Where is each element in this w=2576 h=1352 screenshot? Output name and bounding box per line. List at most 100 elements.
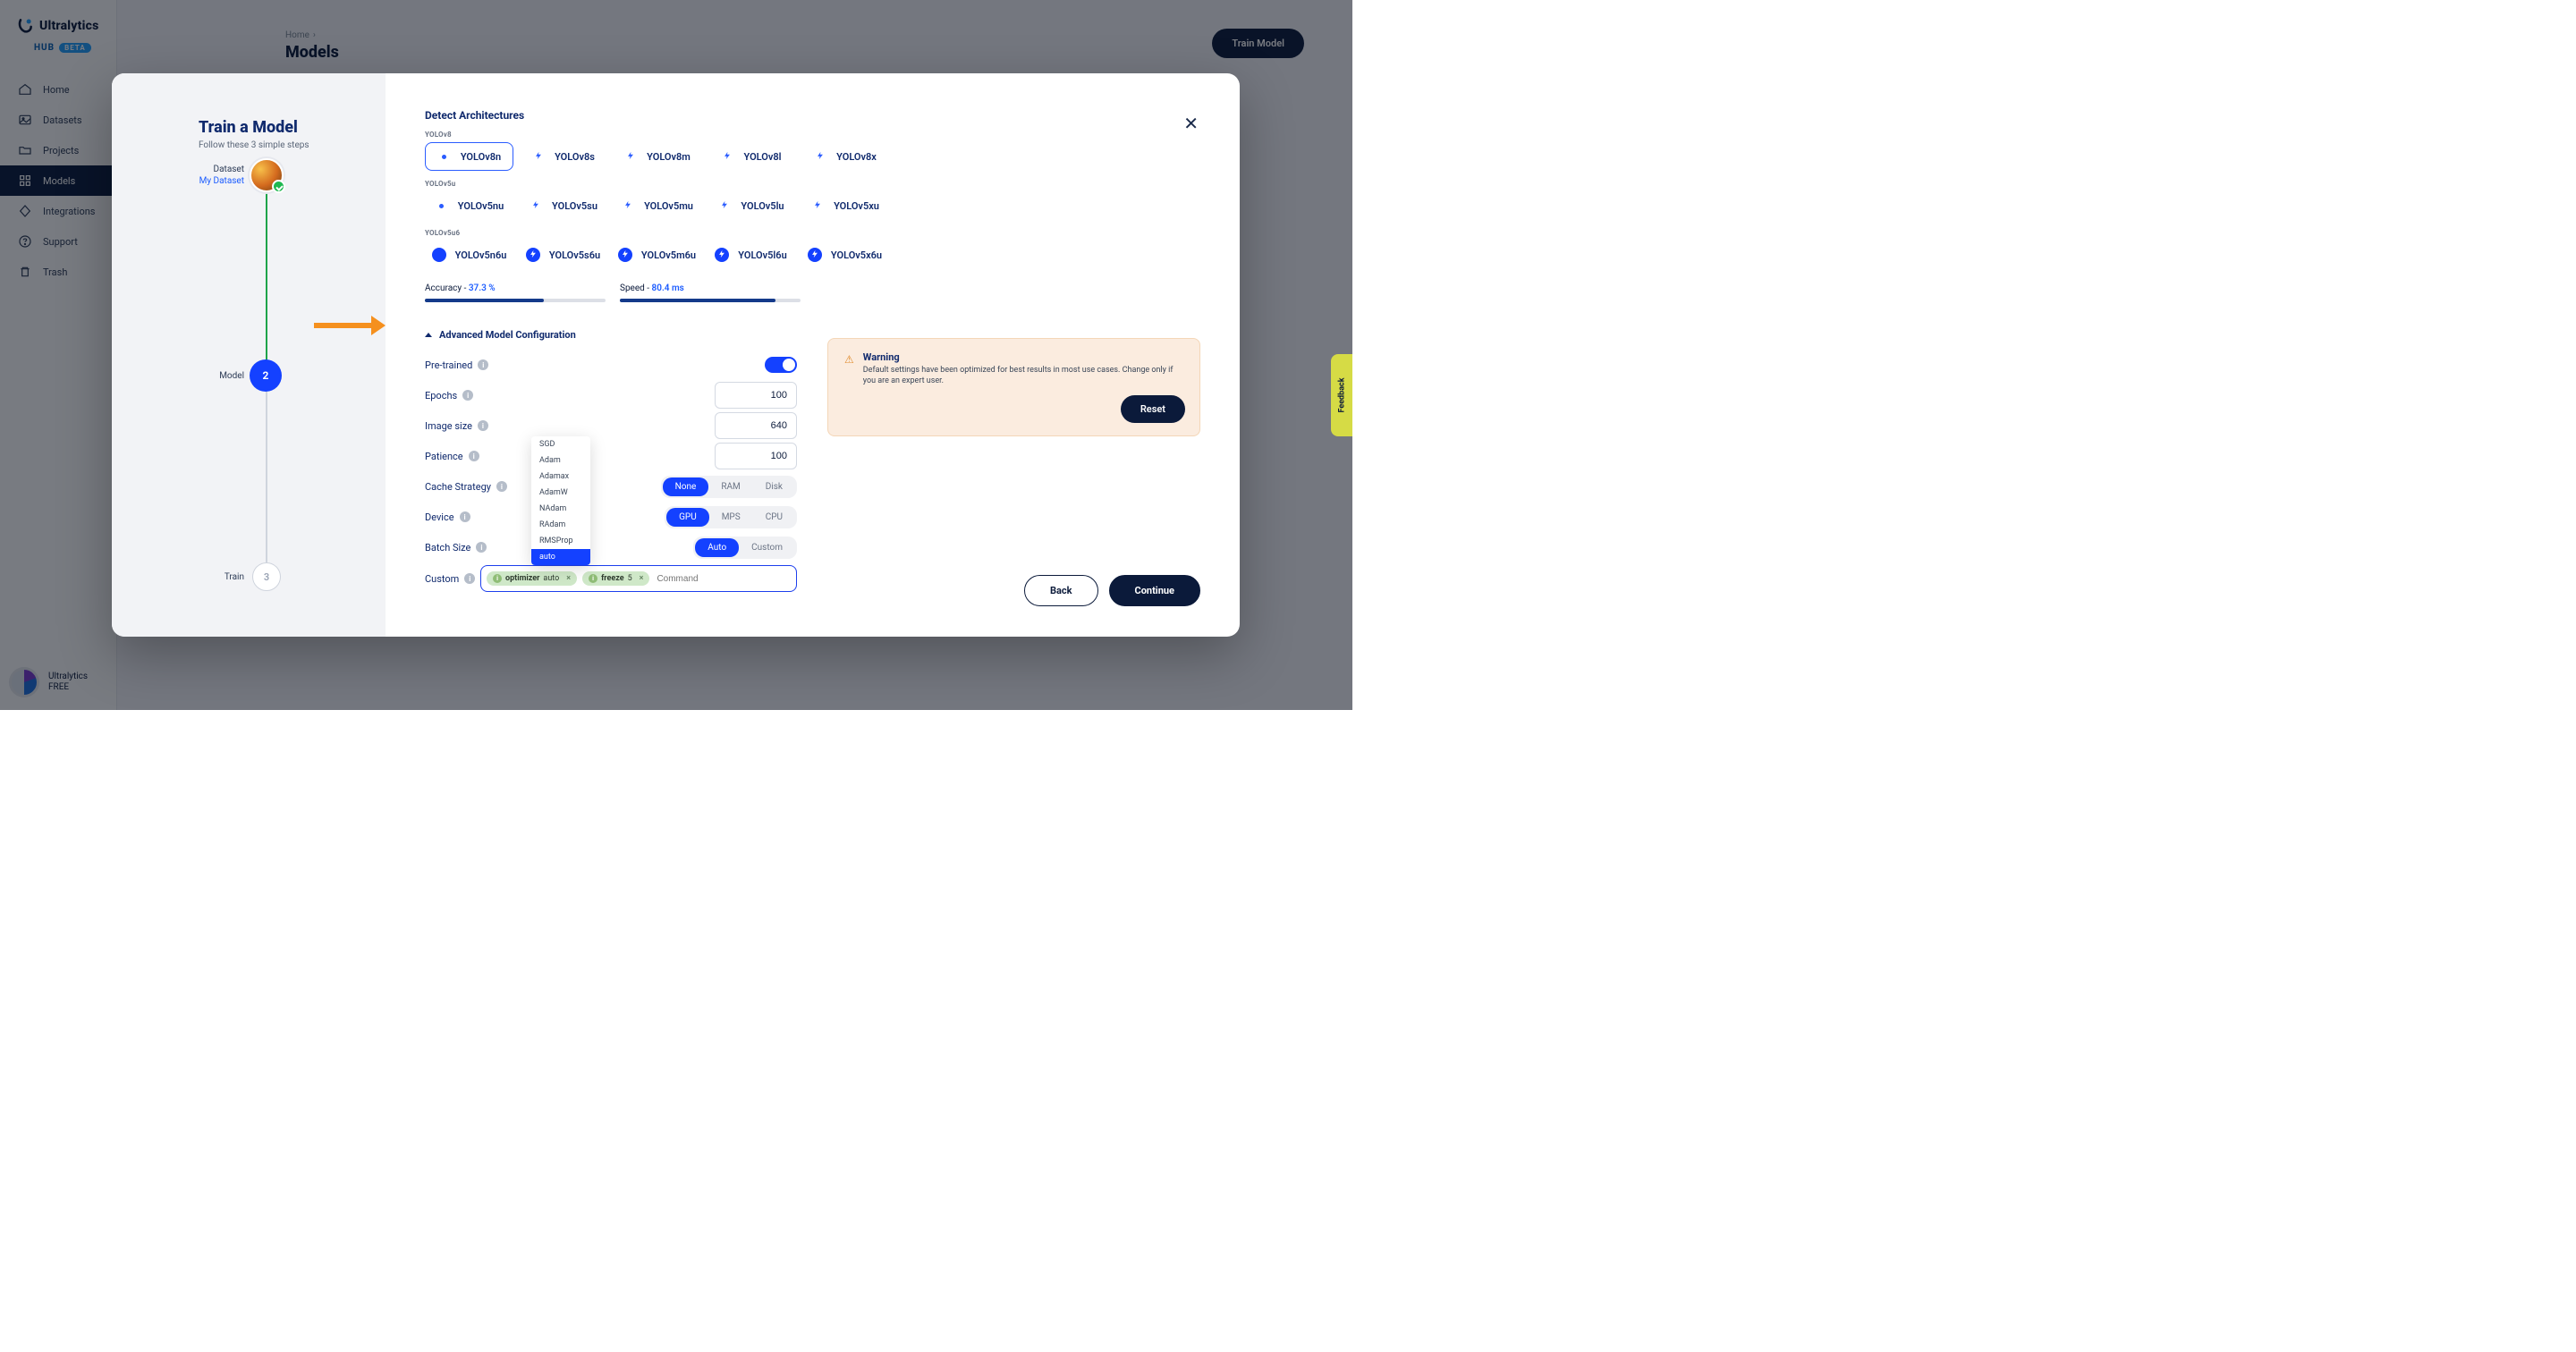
seg-batch-custom[interactable]: Custom [739, 538, 795, 557]
arch-label: YOLOv8l [743, 151, 781, 163]
step-1-label: Dataset [214, 165, 244, 174]
step-2-badge: 2 [250, 359, 282, 392]
arch-yolov5lu[interactable]: YOLOv5lu [707, 191, 795, 220]
seg-device-cpu[interactable]: CPU [753, 508, 795, 527]
optimizer-option-nadam[interactable]: NAdam [531, 501, 590, 517]
speed-label: Speed - [620, 283, 652, 293]
train-modal: Train a Model Follow these 3 simple step… [112, 73, 1240, 637]
row-custom: Customi SGDAdamAdamaxAdamWNAdamRAdamRMSP… [425, 562, 797, 595]
imagesize-input[interactable] [715, 412, 797, 439]
custom-command-input[interactable] [655, 573, 791, 585]
warning-text: Default settings have been optimized for… [863, 365, 1185, 386]
arch-yolov5nu[interactable]: YOLOv5nu [425, 191, 513, 220]
reset-button[interactable]: Reset [1121, 395, 1185, 423]
arch-yolov8m[interactable]: YOLOv8m [613, 142, 701, 171]
model-size-icon [813, 149, 827, 164]
optimizer-option-adamw[interactable]: AdamW [531, 485, 590, 501]
row-pretrained: Pre-trainedi [425, 350, 797, 380]
info-icon[interactable]: i [460, 511, 470, 522]
seg-cache-none[interactable]: None [663, 477, 709, 496]
arch-yolov5xu[interactable]: YOLOv5xu [801, 191, 889, 220]
back-button[interactable]: Back [1024, 575, 1098, 606]
row-batch: Batch Sizei AutoCustom [425, 532, 797, 562]
info-icon[interactable]: i [464, 573, 475, 584]
seg-batch-auto[interactable]: Auto [695, 538, 739, 557]
patience-label: Patience [425, 451, 463, 462]
remove-tag-icon[interactable]: × [636, 574, 644, 583]
accuracy-track [425, 299, 606, 302]
custom-command-box[interactable]: SGDAdamAdamaxAdamWNAdamRAdamRMSPropauto … [480, 565, 797, 592]
optimizer-option-sgd[interactable]: SGD [531, 436, 590, 452]
seg-device-mps[interactable]: MPS [709, 508, 753, 527]
seg-device-gpu[interactable]: GPU [666, 508, 709, 527]
tag-freeze[interactable]: ifreeze 5× [582, 571, 649, 586]
arch-yolov8s[interactable]: YOLOv8s [519, 142, 607, 171]
seg-cache-ram[interactable]: RAM [708, 477, 752, 496]
arch-yolov5su[interactable]: YOLOv5su [519, 191, 607, 220]
arch-row: YOLOv5nu YOLOv5su YOLOv5muYOLOv5lu YOLOv5xu [425, 191, 1200, 220]
modal-title: Train a Model [112, 73, 386, 137]
speed-value: 80.4 ms [652, 283, 684, 293]
arch-section-label: Detect Architectures [425, 109, 1200, 122]
remove-tag-icon[interactable]: × [563, 574, 571, 583]
step-2[interactable]: Model 2 [198, 359, 282, 392]
arch-yolov8n[interactable]: YOLOv8n [425, 142, 513, 171]
optimizer-option-adam[interactable]: Adam [531, 452, 590, 469]
step-1-dataset-link[interactable]: My Dataset [198, 175, 244, 187]
info-icon: i [589, 574, 597, 583]
model-size-icon [810, 199, 825, 213]
arch-label: YOLOv5su [552, 200, 597, 212]
info-icon[interactable]: i [476, 542, 487, 553]
optimizer-option-radam[interactable]: RAdam [531, 517, 590, 533]
info-icon[interactable]: i [496, 481, 507, 492]
check-icon [272, 180, 285, 193]
config-rows: Pre-trainedi Epochsi Image sizei Patienc… [425, 350, 797, 595]
epochs-label: Epochs [425, 390, 457, 401]
advanced-config-label: Advanced Model Configuration [439, 329, 576, 341]
info-icon[interactable]: i [462, 390, 473, 401]
arch-yolov5l6u[interactable]: YOLOv5l6u [707, 241, 795, 269]
modal-footer: Back Continue [1024, 575, 1200, 606]
step-1[interactable]: DatasetMy Dataset [198, 158, 284, 192]
cache-segment[interactable]: NoneRAMDisk [661, 476, 797, 498]
patience-input[interactable] [715, 443, 797, 469]
arch-label: YOLOv5n6u [455, 249, 507, 261]
pretrained-toggle[interactable] [765, 357, 797, 373]
optimizer-option-rmsprop[interactable]: RMSProp [531, 533, 590, 549]
model-size-icon [435, 199, 449, 213]
arch-label: YOLOv5xu [834, 200, 879, 212]
modal-subtitle: Follow these 3 simple steps [112, 137, 386, 150]
arch-yolov5x6u[interactable]: YOLOv5x6u [801, 241, 889, 269]
seg-cache-disk[interactable]: Disk [753, 477, 795, 496]
arch-yolov8x[interactable]: YOLOv8x [801, 142, 889, 171]
optimizer-dropdown[interactable]: SGDAdamAdamaxAdamWNAdamRAdamRMSPropauto [531, 436, 590, 565]
device-segment[interactable]: GPUMPSCPU [665, 506, 797, 528]
step-3[interactable]: Train 3 [198, 562, 281, 591]
model-size-icon [432, 248, 446, 262]
arch-yolov5mu[interactable]: YOLOv5mu [613, 191, 701, 220]
arch-yolov5n6u[interactable]: YOLOv5n6u [425, 241, 513, 269]
optimizer-option-auto[interactable]: auto [531, 549, 590, 565]
info-icon[interactable]: i [469, 451, 479, 461]
arch-row: YOLOv5n6u YOLOv5s6uYOLOv5m6uYOLOv5l6uYOLO… [425, 241, 1200, 269]
info-icon[interactable]: i [478, 359, 488, 370]
continue-button[interactable]: Continue [1109, 575, 1200, 606]
step-indicator: DatasetMy Dataset Model 2 Train 3 [198, 158, 386, 610]
arch-yolov5m6u[interactable]: YOLOv5m6u [613, 241, 701, 269]
row-imagesize: Image sizei [425, 410, 797, 441]
info-icon[interactable]: i [478, 420, 488, 431]
model-size-icon [526, 248, 540, 262]
tag-optimizer[interactable]: ioptimizer auto× [487, 571, 577, 586]
epochs-input[interactable] [715, 382, 797, 409]
close-icon[interactable]: ✕ [1183, 113, 1199, 134]
arch-yolov5s6u[interactable]: YOLOv5s6u [519, 241, 607, 269]
arch-yolov8l[interactable]: YOLOv8l [707, 142, 795, 171]
model-size-icon [531, 149, 546, 164]
info-icon: i [493, 574, 502, 583]
optimizer-option-adamax[interactable]: Adamax [531, 469, 590, 485]
model-size-icon [720, 149, 734, 164]
feedback-tab[interactable]: Feedback [1331, 354, 1352, 436]
batch-segment[interactable]: AutoCustom [693, 537, 797, 559]
model-size-icon [715, 248, 729, 262]
speed-fill [620, 299, 775, 302]
